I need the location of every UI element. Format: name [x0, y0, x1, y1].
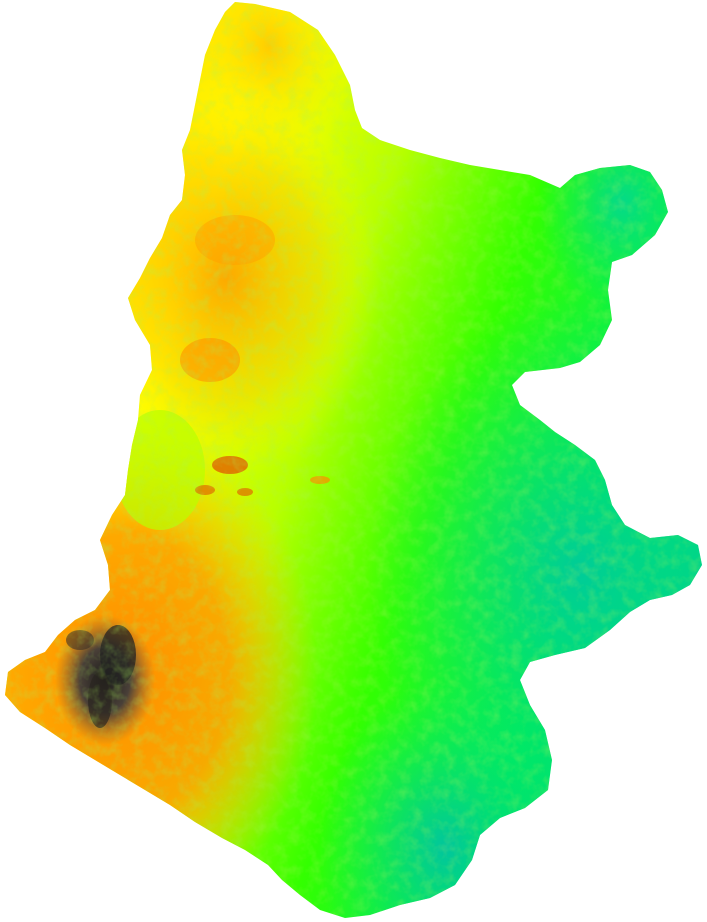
elevation-map-svg: [5, 2, 702, 918]
elevation-map: [5, 2, 702, 918]
elevation-raster: [5, 2, 702, 918]
